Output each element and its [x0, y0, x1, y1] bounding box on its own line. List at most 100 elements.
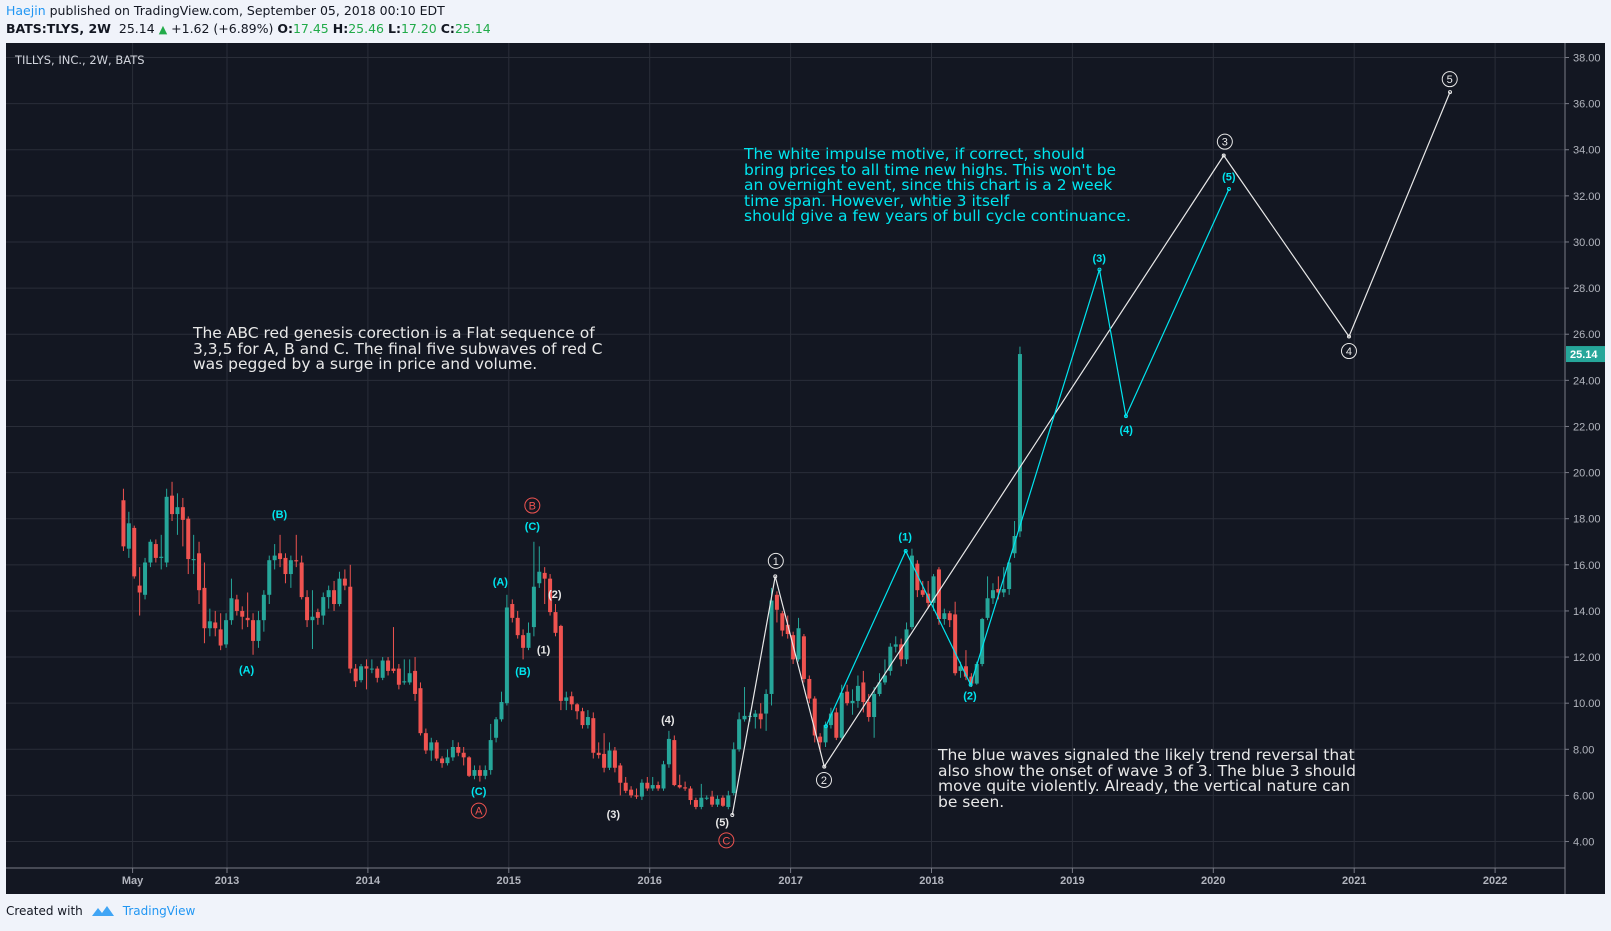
candle-body [758, 713, 763, 720]
candle-body [693, 800, 698, 807]
candle-body [888, 646, 893, 671]
candle-body [326, 590, 331, 598]
candle-body [477, 770, 482, 776]
candle-body [899, 644, 904, 660]
tradingview-link[interactable]: TradingView [122, 904, 196, 918]
candle-body [467, 757, 472, 776]
white-impulse-line [731, 91, 1451, 816]
candle-body [213, 622, 218, 629]
candle-body [488, 740, 493, 771]
candle-body [742, 715, 747, 720]
candle-body [634, 795, 639, 797]
x-tick-label: May [122, 875, 144, 887]
candle-body [164, 496, 169, 563]
symbol-quote-line: BATS:TLYS, 2W 25.14 ▲ +1.62 (+6.89%) O:1… [6, 21, 491, 36]
wave-point [903, 548, 908, 553]
candle-body [143, 562, 148, 595]
candle-body [801, 636, 806, 679]
candle-body [197, 553, 202, 591]
wave-circle [1216, 133, 1233, 150]
candle-body [380, 660, 385, 678]
candle-body [958, 666, 963, 671]
candle-body [1001, 589, 1006, 593]
candle-body [942, 613, 947, 620]
y-tick-label: 20.00 [1573, 468, 1601, 480]
candle-body [494, 719, 499, 738]
candle-body [575, 704, 580, 712]
author-link[interactable]: Haejin [6, 3, 46, 18]
close-label: C: [440, 21, 455, 36]
candle-body [618, 765, 623, 783]
candle-body [526, 632, 531, 648]
y-tick-label: 12.00 [1573, 652, 1601, 664]
candle-body [915, 563, 920, 591]
candle-body [764, 693, 769, 714]
candle-body [947, 613, 952, 621]
candle-body [321, 597, 326, 616]
note-white-impulse: The white impulse motive, if correct, sh… [744, 145, 1131, 226]
wave-point [1221, 153, 1226, 158]
candle-body [229, 598, 234, 621]
candle-body [796, 628, 801, 660]
wave-label-circled: C [722, 835, 730, 847]
candle-body [985, 598, 990, 618]
wave-circle [718, 832, 735, 849]
y-tick-label: 4.00 [1573, 837, 1594, 849]
candle-body [828, 713, 833, 726]
candle-body [456, 746, 461, 753]
candle-body [315, 612, 320, 618]
x-tick-label: 2016 [637, 875, 661, 887]
x-tick-label: 2022 [1483, 875, 1507, 887]
candle-body [445, 757, 450, 764]
wave-point [1123, 414, 1128, 419]
candle-body [261, 594, 266, 621]
candle-body [1007, 562, 1012, 590]
candle-body [159, 556, 164, 558]
candle-body [483, 770, 488, 776]
wave-point [1097, 267, 1102, 272]
candle-body [423, 733, 428, 751]
candle-body [413, 670, 418, 694]
candle-body [650, 785, 655, 789]
candle-body [180, 507, 185, 520]
publish-info: Haejin published on TradingView.com, Sep… [6, 3, 445, 18]
wave-label: (1) [898, 531, 912, 543]
candles [121, 346, 1022, 810]
x-tick-label: 2020 [1201, 875, 1225, 887]
candle-body [872, 693, 877, 718]
candle-body [893, 644, 898, 647]
candle-body [353, 668, 358, 682]
candle-body [396, 668, 401, 685]
y-tick-label: 22.00 [1573, 421, 1601, 433]
candle-body [440, 758, 445, 764]
candle-body [974, 663, 979, 684]
candle-body [877, 682, 882, 694]
x-tick-label: 2018 [919, 875, 943, 887]
candle-body [645, 782, 650, 789]
candle-body [521, 635, 526, 648]
axes: 4.00 6.00 8.00 10.00 12.00 14.00 16.00 18.00 20.… [6, 43, 1605, 894]
candle-body [510, 604, 515, 618]
chart-panel[interactable] [6, 43, 1605, 894]
candle-body [251, 620, 256, 641]
candle-body [402, 681, 407, 683]
candle-body [612, 750, 617, 768]
candle-body [823, 725, 828, 743]
candle-body [126, 523, 131, 549]
candle-body [564, 697, 569, 701]
y-tick-label: 38.00 [1573, 53, 1601, 65]
candle-body [170, 495, 175, 515]
candle-body [359, 666, 364, 681]
y-tick-label: 16.00 [1573, 560, 1601, 572]
candle-body [904, 629, 909, 660]
candle-body [769, 600, 774, 694]
candle-body [683, 787, 688, 789]
created-with-text: Created with [6, 904, 83, 918]
x-tick-label: 2014 [356, 875, 381, 887]
candle-body [591, 718, 596, 753]
candle-body [963, 666, 968, 677]
candle-body [337, 578, 342, 605]
wave-lines [730, 90, 1453, 818]
candle-body [240, 610, 245, 617]
